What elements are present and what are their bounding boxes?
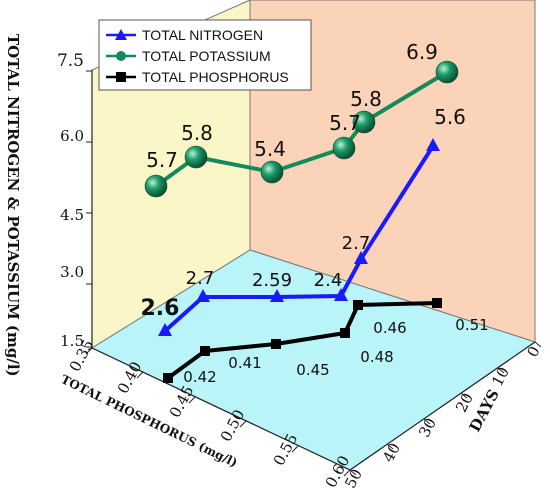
x-axis-line	[91, 347, 351, 471]
y-tick-label: 6.0	[60, 127, 84, 145]
y-tick-label: 7.5	[57, 51, 84, 71]
data-point	[144, 174, 168, 198]
data-point	[352, 110, 376, 134]
data-point	[163, 373, 173, 383]
data-point	[200, 346, 210, 356]
data-point	[354, 251, 368, 264]
sphere-icon	[116, 51, 126, 61]
data-point	[271, 339, 281, 349]
data-point	[435, 60, 459, 84]
data-label: 2.7	[186, 268, 215, 289]
series-line-total-nitrogen	[163, 144, 435, 333]
data-label: 0.46	[373, 319, 406, 337]
data-label: 5.7	[146, 148, 178, 172]
z-tick-label: 0	[523, 343, 543, 360]
data-label: 5.8	[181, 121, 213, 145]
data-point	[260, 160, 284, 184]
square-icon	[116, 72, 126, 82]
data-label: 0.41	[228, 354, 261, 372]
data-label: 5.7	[329, 111, 361, 135]
legend-label: TOTAL POTASSIUM	[142, 48, 271, 64]
y-axis-title: TOTAL NITROGEN & POTASSIUM (mg/l)	[4, 34, 22, 377]
data-label: 5.6	[434, 105, 466, 129]
legend-item-phosphorus: TOTAL PHOSPHORUS	[106, 69, 289, 85]
data-point	[332, 136, 356, 160]
data-label: 6.9	[406, 40, 438, 64]
data-label: 0.42	[183, 368, 216, 386]
data-label-layer: 2.62.7 2.59 2.42.75.65.75.85.45.75.86.90.4…	[141, 40, 489, 386]
triangle-icon	[115, 29, 127, 40]
z-axis-title: DAYS	[466, 386, 503, 435]
legend: TOTAL NITROGEN TOTAL POTASSIUM TOTAL PHO…	[98, 19, 312, 91]
y-tick-label: 1.5	[60, 332, 84, 350]
data-point	[432, 298, 442, 308]
data-point	[426, 138, 440, 151]
data-point	[340, 328, 350, 338]
data-point	[353, 300, 363, 310]
data-label: 2.7	[342, 233, 371, 254]
data-label: 0.48	[360, 348, 393, 366]
data-label: 2.4	[314, 270, 343, 291]
y-tick-label: 4.5	[60, 206, 84, 224]
legend-label: TOTAL PHOSPHORUS	[142, 69, 289, 85]
data-point	[270, 289, 284, 302]
data-label: 2.6	[141, 296, 180, 321]
data-label: 0.51	[455, 316, 488, 334]
y-axis-ticks: 1.5 3.0 4.5 6.0 7.5	[57, 51, 92, 350]
legend-item-nitrogen: TOTAL NITROGEN	[106, 27, 263, 43]
data-label: 2.59	[252, 270, 292, 291]
y-tick-label: 3.0	[60, 263, 84, 281]
data-label: 5.8	[350, 87, 382, 111]
series-line-total-phosphorus	[166, 301, 438, 380]
data-label: 5.4	[254, 137, 286, 161]
data-point	[334, 288, 348, 301]
z-axis-line	[349, 341, 536, 471]
data-point	[184, 145, 208, 169]
series-layer	[144, 60, 459, 383]
data-point	[158, 323, 172, 336]
legend-item-potassium: TOTAL POTASSIUM	[106, 48, 271, 64]
legend-label: TOTAL NITROGEN	[142, 27, 263, 43]
data-label: 0.45	[296, 361, 329, 379]
data-point	[196, 289, 210, 302]
